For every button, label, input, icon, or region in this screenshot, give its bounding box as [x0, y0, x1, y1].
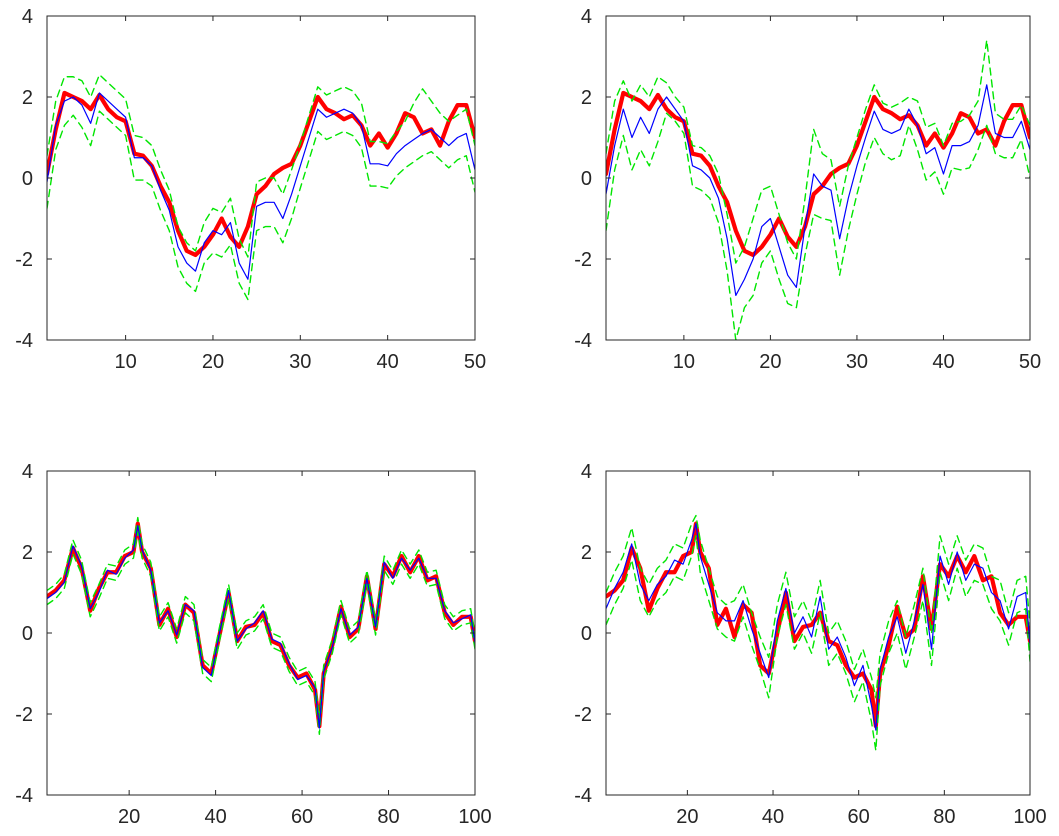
x-tick-label: 20: [676, 806, 698, 828]
y-tick-label: 4: [22, 461, 33, 483]
bound-series-line: [606, 112, 1030, 340]
bound-series-line: [606, 514, 1030, 699]
y-tick-label: 4: [581, 461, 592, 483]
bound-series-line: [606, 535, 1030, 752]
x-tick-label: 30: [846, 351, 868, 373]
x-tick-label: 60: [291, 806, 313, 828]
chart-panel-top-left: 10 20 30 40 50 -4 -2 0 2 4: [15, 6, 486, 373]
x-tick-label: 10: [114, 351, 136, 373]
series-group: [606, 514, 1030, 752]
estimate-series-line: [606, 84, 1030, 297]
bound-series-line: [606, 39, 1030, 264]
x-tick-label: 100: [458, 806, 491, 828]
chart-panel-bottom-right: 20 40 60 80 100 -4 -2 0 2 4: [574, 461, 1046, 828]
truth-series-line: [47, 90, 475, 258]
series-group: [47, 516, 475, 735]
series-group: [606, 39, 1030, 340]
series-group: [47, 74, 475, 301]
bound-series-line: [47, 74, 475, 258]
y-tick-label: 0: [581, 168, 592, 190]
x-tick-label: 20: [118, 806, 140, 828]
y-tick-label: -4: [15, 330, 33, 352]
y-tick-label: -2: [574, 249, 592, 271]
chart-panel-top-right: 10 20 30 40 50 -4 -2 0 2 4: [574, 6, 1041, 373]
x-tick-label: 20: [759, 351, 781, 373]
chart-panel-bottom-left: 20 40 60 80 100 -4 -2 0 2 4: [15, 461, 491, 828]
y-tick-label: 0: [581, 623, 592, 645]
x-tick-label: 40: [377, 351, 399, 373]
y-tick-label: 0: [22, 168, 33, 190]
y-tick-label: 2: [581, 542, 592, 564]
bound-series-line: [47, 516, 475, 719]
y-tick-label: -4: [574, 330, 592, 352]
x-tick-label: 40: [204, 806, 226, 828]
y-tick-label: -4: [574, 785, 592, 807]
y-tick-label: 4: [581, 6, 592, 28]
truth-series-line: [606, 90, 1030, 258]
bound-series-line: [47, 531, 475, 735]
estimate-series-line: [606, 523, 1030, 731]
x-tick-label: 80: [933, 806, 955, 828]
x-tick-label: 40: [762, 806, 784, 828]
y-tick-label: 4: [22, 6, 33, 28]
x-tick-label: 10: [673, 351, 695, 373]
y-tick-label: 2: [22, 87, 33, 109]
x-tick-label: 40: [932, 351, 954, 373]
x-tick-label: 80: [377, 806, 399, 828]
x-tick-label: 50: [1019, 351, 1041, 373]
x-tick-label: 60: [848, 806, 870, 828]
y-tick-label: -2: [574, 704, 592, 726]
estimate-series-line: [47, 92, 475, 280]
bound-series-line: [47, 110, 475, 301]
x-tick-label: 100: [1013, 806, 1046, 828]
x-tick-label: 50: [464, 351, 486, 373]
y-tick-label: -2: [15, 249, 33, 271]
y-tick-label: 0: [22, 623, 33, 645]
y-tick-label: -4: [15, 785, 33, 807]
y-tick-label: 2: [581, 87, 592, 109]
x-tick-label: 20: [202, 351, 224, 373]
y-tick-label: 2: [22, 542, 33, 564]
estimate-series-line: [47, 525, 475, 729]
x-tick-label: 30: [289, 351, 311, 373]
y-tick-label: -2: [15, 704, 33, 726]
